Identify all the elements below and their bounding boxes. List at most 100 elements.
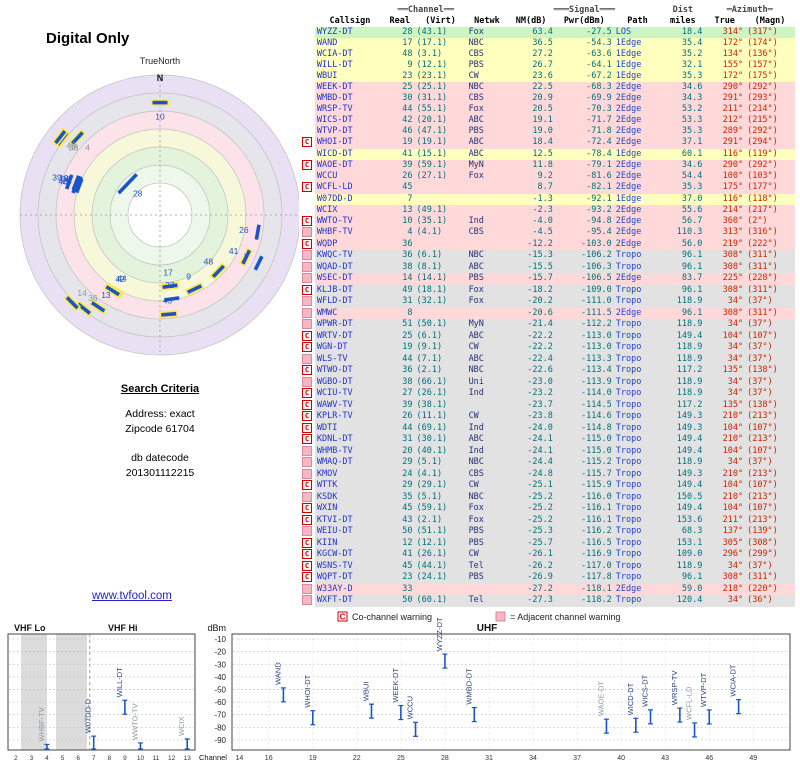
path: 2Edge <box>613 273 662 285</box>
callsign-link[interactable]: KLJB-DT <box>314 284 386 296</box>
azimuth-true: 34° <box>704 457 746 469</box>
callsign-link[interactable]: WAND <box>314 38 386 49</box>
table-row: C WSNS-TV 45 (44.1) Tel -26.2 -117.0 Tropo 118.9… <box>299 560 795 572</box>
callsign-link[interactable]: W33AY-D <box>314 583 386 595</box>
callsign-link[interactable]: WMAQ-DT <box>314 457 386 469</box>
callsign-link[interactable]: WTVP-DT <box>314 126 386 137</box>
callsign-link[interactable]: WTTK <box>314 480 386 492</box>
callsign-link[interactable]: WILL-DT <box>314 60 386 71</box>
network: CW <box>466 71 508 82</box>
azimuth-true: 290° <box>704 82 746 93</box>
azimuth-true: 116° <box>704 193 746 205</box>
virtual-channel <box>414 193 467 205</box>
callsign-link[interactable]: WSNS-TV <box>314 560 386 572</box>
search-address: Address: exact <box>125 408 195 420</box>
azimuth-magn: (222°) <box>745 238 795 250</box>
col-true: True <box>714 16 735 26</box>
distance-miles: 149.4 <box>661 434 705 446</box>
callsign-link[interactable]: WCCU <box>314 171 386 182</box>
callsign-link[interactable]: WCIX <box>314 204 386 216</box>
network: Ind <box>466 445 508 457</box>
callsign-link[interactable]: WSEC-DT <box>314 273 386 285</box>
callsign-link[interactable]: WFLD-DT <box>314 296 386 308</box>
tvfool-link[interactable]: www.tvfool.com <box>92 590 172 602</box>
network: CW <box>466 342 508 354</box>
callsign-link[interactable]: WHOI-DT <box>314 137 386 149</box>
azimuth-magn: (118°) <box>745 193 795 205</box>
co-channel-flag: C <box>299 503 315 515</box>
callsign-link[interactable]: WICD-DT <box>314 148 386 160</box>
callsign-link[interactable]: WCIU-TV <box>314 388 386 400</box>
callsign-link[interactable]: WMBD-DT <box>314 93 386 104</box>
callsign-link[interactable]: WQDP <box>314 238 386 250</box>
station-marker <box>160 281 180 291</box>
callsign-link[interactable]: WXFT-DT <box>314 595 386 607</box>
callsign-link[interactable]: WHMB-TV <box>314 445 386 457</box>
callsign-link[interactable]: KTVI-DT <box>314 514 386 526</box>
no-flag <box>299 115 315 126</box>
distance-miles: 150.5 <box>661 491 705 503</box>
callsign-link[interactable]: WXIN <box>314 503 386 515</box>
callsign-link[interactable]: WCIA-DT <box>314 49 386 60</box>
callsign-link[interactable]: KDNL-DT <box>314 434 386 446</box>
pwr-dbm: -93.2 <box>554 204 614 216</box>
callsign-link[interactable]: WGBO-DT <box>314 376 386 388</box>
callsign-link[interactable]: KWQC-TV <box>314 250 386 262</box>
callsign-link[interactable]: WPWR-DT <box>314 319 386 331</box>
callsign-link[interactable]: WRTV-DT <box>314 330 386 342</box>
callsign-link[interactable]: WWTO-TV <box>314 215 386 227</box>
callsign-link[interactable]: WTWO-DT <box>314 365 386 377</box>
distance-miles: 96.1 <box>661 572 705 584</box>
network: Fox <box>466 171 508 182</box>
callsign-link[interactable]: WQAD-DT <box>314 261 386 273</box>
callsign-link[interactable]: WICS-DT <box>314 115 386 126</box>
path: Tropo <box>613 560 662 572</box>
pwr-dbm: -115.7 <box>554 468 614 480</box>
station-channel-label: 38 <box>69 142 79 152</box>
azimuth-true: 34° <box>704 560 746 572</box>
dbm-tick-label: -90 <box>214 736 226 745</box>
col-path: Path <box>627 16 648 26</box>
callsign-link[interactable]: WEEK-DT <box>314 82 386 93</box>
callsign-link[interactable]: KIIN <box>314 537 386 549</box>
pwr-dbm: -115.0 <box>554 445 614 457</box>
distance-miles: 53.2 <box>661 104 705 115</box>
callsign-link[interactable]: WCFL-LD <box>314 182 386 194</box>
callsign-link[interactable]: WEIU-DT <box>314 526 386 538</box>
callsign-link[interactable]: WHBF-TV <box>314 227 386 239</box>
azimuth-true: 116° <box>704 148 746 160</box>
callsign-link[interactable]: KSDK <box>314 491 386 503</box>
callsign-link[interactable]: WRSP-TV <box>314 104 386 115</box>
network: Tel <box>466 595 508 607</box>
callsign-link[interactable]: WYZZ-DT <box>314 27 386 38</box>
callsign-link[interactable]: WAWV-TV <box>314 399 386 411</box>
callsign-link[interactable]: WAOE-DT <box>314 159 386 171</box>
azimuth-magn: (215°) <box>745 115 795 126</box>
distance-miles: 37.0 <box>661 193 705 205</box>
callsign-link[interactable]: WDTI <box>314 422 386 434</box>
real-channel: 39 <box>385 159 415 171</box>
nm-db: -25.3 <box>507 526 555 538</box>
pwr-dbm: -67.2 <box>554 71 614 82</box>
azimuth-true: 219° <box>704 238 746 250</box>
real-channel: 28 <box>385 27 415 38</box>
azimuth-true: 308° <box>704 572 746 584</box>
callsign-link[interactable]: WBUI <box>314 71 386 82</box>
callsign-link[interactable]: WMWC <box>314 307 386 319</box>
callsign-link[interactable]: W07DD-D <box>314 193 386 205</box>
azimuth-magn: (317°) <box>745 27 795 38</box>
callsign-link[interactable]: WQPT-DT <box>314 572 386 584</box>
path: 2Edge <box>613 238 662 250</box>
callsign-link[interactable]: KMOV <box>314 468 386 480</box>
azimuth-true: 308° <box>704 307 746 319</box>
azimuth-true: 291° <box>704 137 746 149</box>
col-netwk: Netwk <box>474 16 500 26</box>
real-channel: 25 <box>385 330 415 342</box>
signal-marker <box>736 699 742 715</box>
callsign-link[interactable]: WLS-TV <box>314 353 386 365</box>
uhf-chart-frame <box>231 633 791 751</box>
callsign-link[interactable]: WGN-DT <box>314 342 386 354</box>
callsign-link[interactable]: KGCW-DT <box>314 549 386 561</box>
callsign-link[interactable]: KPLR-TV <box>314 411 386 423</box>
signal-marker <box>633 717 639 733</box>
